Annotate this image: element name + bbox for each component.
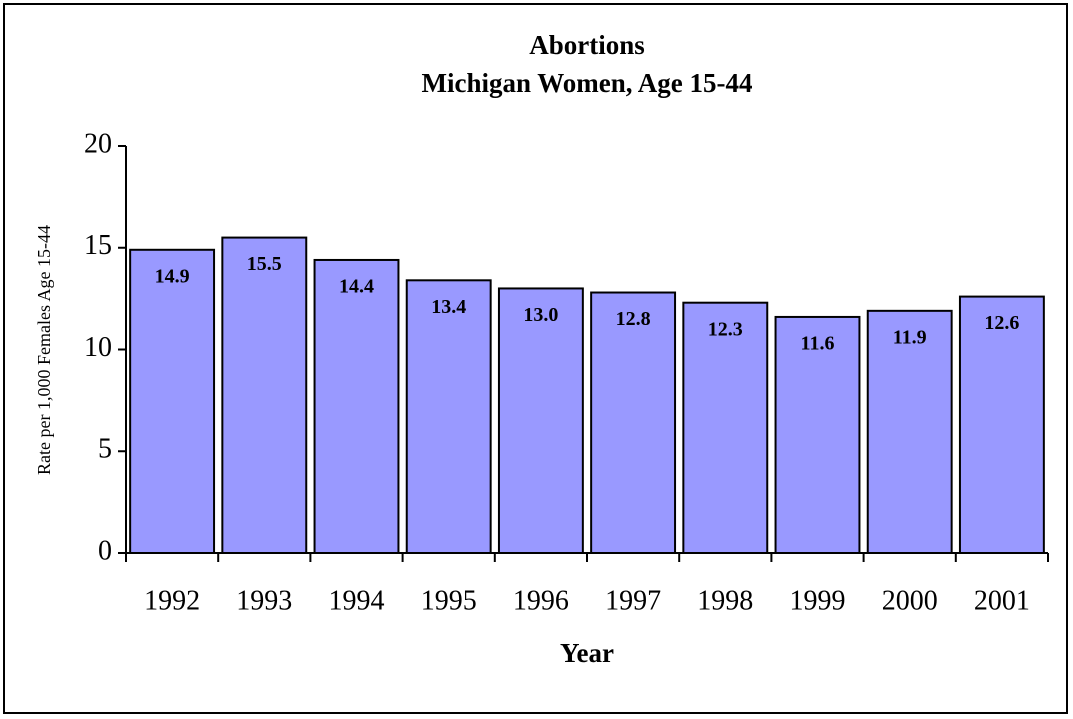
x-tick-label: 1992: [144, 585, 200, 616]
bar: [866, 309, 953, 554]
bar: [221, 236, 308, 554]
x-tick-label: 1993: [236, 585, 292, 616]
bar: [497, 287, 584, 554]
data-label: 14.9: [155, 265, 190, 287]
bar: [405, 279, 492, 554]
x-axis-label: Year: [560, 638, 614, 668]
x-tick-label: 1998: [697, 585, 753, 616]
data-label: 13.4: [431, 296, 466, 318]
data-label: 12.3: [708, 318, 743, 340]
data-label: 11.6: [801, 333, 835, 355]
x-tick-label: 2000: [882, 585, 938, 616]
bar: [313, 258, 400, 554]
data-label: 15.5: [247, 253, 282, 275]
bar: [958, 295, 1045, 554]
data-label: 14.4: [339, 276, 374, 298]
bar: [590, 291, 677, 554]
bar: [774, 315, 861, 554]
data-label: 13.0: [523, 304, 558, 326]
data-label: 12.8: [616, 308, 651, 330]
y-tick-label: 20: [84, 128, 112, 159]
x-tick-label: 1999: [790, 585, 846, 616]
y-axis-label: Rate per 1,000 Females Age 15-44: [34, 225, 54, 475]
chart-subtitle: Michigan Women, Age 15-44: [421, 68, 752, 98]
bar: [129, 248, 216, 554]
y-tick-label: 15: [84, 230, 112, 261]
chart-title: Abortions: [529, 30, 645, 60]
data-label: 11.9: [893, 326, 927, 348]
x-tick-label: 1997: [605, 585, 661, 616]
data-label: 12.6: [984, 312, 1019, 334]
x-tick-label: 1995: [421, 585, 477, 616]
y-tick-label: 10: [84, 332, 112, 363]
y-tick-label: 0: [98, 535, 112, 566]
x-tick-label: 1996: [513, 585, 569, 616]
x-tick-label: 1994: [329, 585, 385, 616]
y-tick-label: 5: [98, 434, 112, 465]
x-tick-label: 2001: [974, 585, 1030, 616]
